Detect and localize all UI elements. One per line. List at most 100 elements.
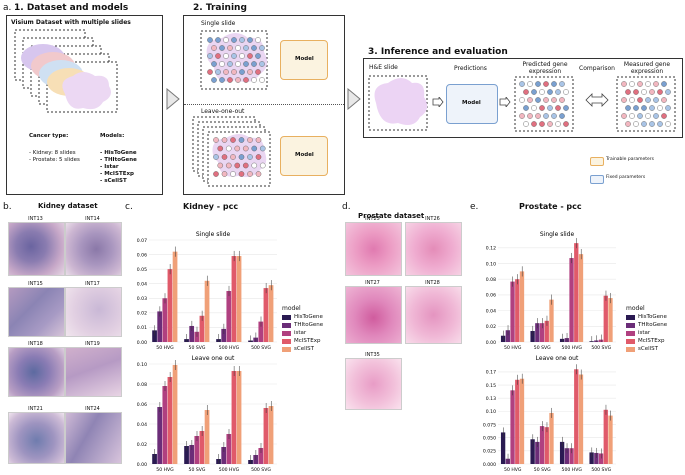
- spot-dot: [238, 154, 245, 160]
- spot-dot: [559, 113, 565, 119]
- spot-dot: [547, 121, 553, 127]
- spot-dot: [527, 81, 533, 87]
- spot-dot: [519, 113, 525, 119]
- y-tick-label: 0.025: [483, 449, 496, 455]
- legend-label: THItoGene: [638, 322, 668, 328]
- chart-subtitle: Leave one out: [536, 355, 579, 362]
- tissue-slide-image: [65, 287, 122, 337]
- bar: [603, 295, 608, 342]
- kidney-pcc-charts: Single slide 0.00 0.01 0.02 0.03 0.04 0.05 0.06…: [137, 231, 277, 473]
- spot-dot: [527, 97, 533, 103]
- spot-dot: [523, 121, 529, 127]
- arrow-he-to-model: [432, 97, 444, 107]
- spot-dot: [641, 89, 647, 95]
- spot-dot: [539, 121, 545, 127]
- spot-dot: [255, 53, 261, 59]
- bar: [544, 320, 549, 342]
- spot-dot: [653, 81, 659, 87]
- spot-dot: [625, 121, 631, 127]
- spot-dot: [247, 37, 253, 43]
- bar: [157, 311, 163, 342]
- x-tick-label: 50 SVG: [534, 345, 551, 351]
- spot-dot: [255, 154, 262, 160]
- spot-dot: [629, 113, 635, 119]
- tissue-slide-image: [65, 222, 122, 276]
- x-tick-label: 50 HVG: [504, 345, 522, 351]
- slide-label: INT25: [365, 216, 380, 222]
- spot-dot: [259, 61, 265, 67]
- spot-dot: [633, 105, 639, 111]
- y-tick-label: 0.08: [486, 277, 496, 283]
- spot-dot: [539, 89, 545, 95]
- legend-label: McISTExp: [638, 338, 665, 344]
- prostate-dataset-title: Prostate dataset: [358, 212, 425, 220]
- spot-dot: [637, 113, 643, 119]
- bar: [204, 410, 210, 464]
- spot-dot: [251, 77, 257, 83]
- y-tick-label: 0.000: [483, 462, 496, 468]
- spot-dot: [211, 77, 217, 83]
- bar: [263, 408, 269, 464]
- bar: [530, 439, 535, 464]
- y-tick-label: 0.15: [486, 383, 496, 389]
- bar: [574, 369, 579, 464]
- loo-spot-grid: [192, 116, 271, 187]
- spot-dot: [211, 45, 217, 51]
- spot-dot: [625, 105, 631, 111]
- spot-dot: [535, 81, 541, 87]
- slide-label: INT19: [85, 341, 100, 347]
- spot-dot: [657, 89, 663, 95]
- spot-dot: [235, 77, 241, 83]
- y-tick-label: 0.02: [137, 311, 147, 317]
- training-divider: [184, 104, 344, 105]
- kidney-pcc-title: Kidney - pcc: [183, 202, 239, 211]
- dataset-box: Visium Dataset with multiple slides Canc…: [6, 15, 163, 195]
- tissue-slide-image: [65, 412, 122, 464]
- y-tick-label: 0.06: [137, 402, 147, 408]
- legend-swatch: [626, 346, 635, 352]
- spot-dot: [649, 121, 655, 127]
- spot-dot: [242, 162, 249, 169]
- legend-item: sCellST: [626, 345, 667, 353]
- bar: [603, 409, 608, 464]
- bar: [152, 330, 157, 342]
- bar: [530, 331, 535, 342]
- section-3-title: 3. Inference and evaluation: [368, 47, 508, 57]
- spot-dot: [665, 105, 671, 111]
- spot-dot: [531, 121, 537, 127]
- spot-dot: [653, 113, 659, 119]
- bar: [268, 406, 274, 464]
- spot-dot: [255, 171, 262, 177]
- bar: [578, 374, 584, 464]
- tissue-slide-image: [405, 286, 462, 344]
- model-box-single-label: Model: [295, 56, 314, 62]
- spot-dot: [563, 105, 569, 111]
- legend-item: McISTExp: [626, 337, 667, 345]
- bar: [539, 323, 545, 342]
- spot-dot: [234, 162, 241, 169]
- spot-dot: [259, 162, 266, 169]
- y-tick-label: 0.02: [486, 324, 496, 330]
- spot-dot: [215, 37, 221, 43]
- bar: [221, 328, 227, 342]
- spot-dot: [259, 77, 265, 83]
- spot-dot: [657, 105, 663, 111]
- spot-dot: [225, 162, 232, 169]
- legend-title: model: [626, 305, 645, 312]
- cancer-type-label: Cancer type:: [29, 133, 69, 139]
- bar: [510, 390, 515, 464]
- predicted-expr-label: Predicted gene expression: [522, 61, 568, 75]
- spot-dot: [235, 61, 241, 67]
- legend-label: McISTExp: [294, 338, 321, 344]
- spot-dot: [641, 105, 647, 111]
- panel-letter-b: b.: [3, 202, 12, 212]
- spot-dot: [251, 145, 258, 152]
- bar: [226, 291, 232, 342]
- spot-dot: [637, 81, 643, 87]
- legend-label: HisToGene: [638, 314, 667, 320]
- x-tick-label: 50 SVG: [189, 467, 206, 473]
- single-slide-spot-grid: [200, 30, 268, 90]
- slide-label: INT15: [28, 281, 43, 287]
- x-tick-label: 500 SVG: [251, 345, 271, 351]
- spot-dot: [543, 113, 549, 119]
